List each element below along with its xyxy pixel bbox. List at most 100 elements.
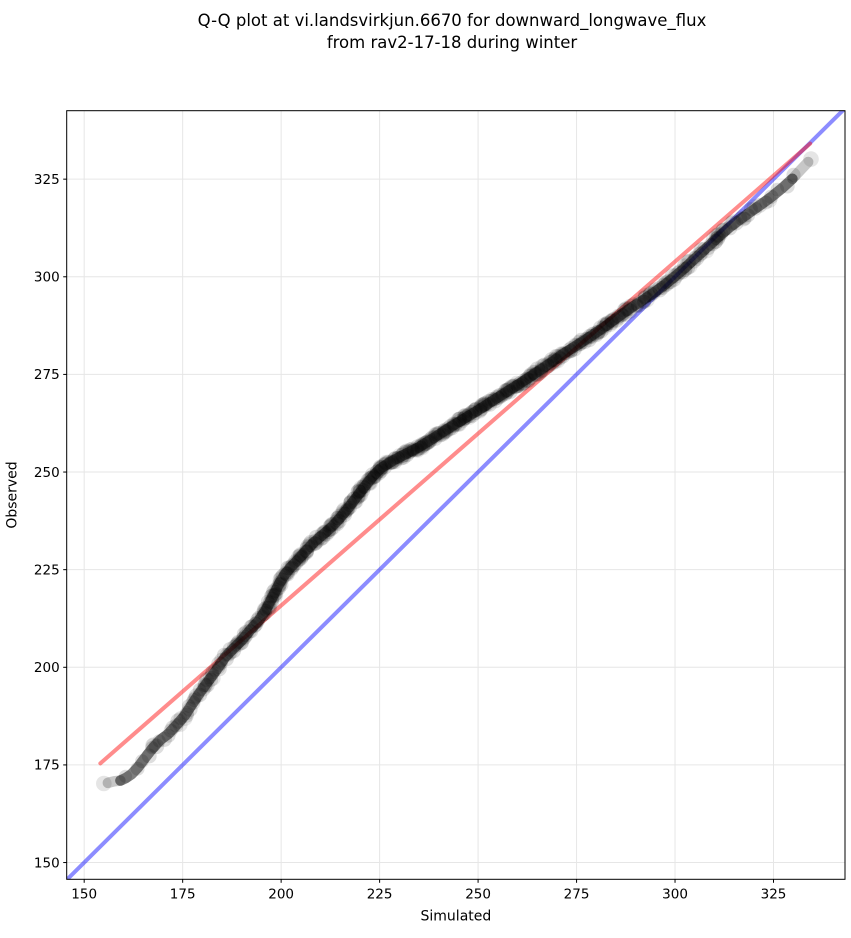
qq-scatter-point xyxy=(464,405,479,419)
qq-scatter-point xyxy=(384,455,399,470)
qq-scatter-point xyxy=(456,412,471,426)
qq-scatter-point xyxy=(235,636,249,650)
qq-scatter-point xyxy=(529,366,545,382)
qq-scatter-point xyxy=(568,338,584,354)
qq-scatter-point xyxy=(266,588,282,604)
qq-scatter-point xyxy=(304,539,319,553)
qq-scatter-band xyxy=(115,173,798,786)
qq-scatter-point xyxy=(362,475,378,491)
qq-scatter-point xyxy=(181,699,196,713)
qq-scatter-point xyxy=(494,390,508,404)
qq-scatter-point xyxy=(539,357,555,373)
qq-scatter-point xyxy=(416,438,431,453)
qq-scatter-point xyxy=(118,769,133,783)
qq-scatter-point xyxy=(616,305,632,320)
qq-scatter-point xyxy=(178,707,194,723)
qq-scatter-point xyxy=(566,341,582,357)
qq-scatter-point xyxy=(346,491,361,506)
y-tick-label: 200 xyxy=(34,660,60,676)
qq-scatter-point xyxy=(512,375,529,392)
qq-scatter-point xyxy=(343,494,359,510)
qq-scatter-point xyxy=(752,198,768,213)
qq-scatter-point xyxy=(582,328,597,344)
qq-scatter-point xyxy=(365,469,381,485)
qq-scatter-point xyxy=(723,215,739,231)
qq-scatter-point xyxy=(221,647,236,662)
qq-scatter-point xyxy=(511,377,525,392)
qq-scatter-point xyxy=(677,261,693,277)
qq-scatter-point xyxy=(214,656,228,670)
qq-scatter-point xyxy=(406,444,420,458)
qq-scatter-point xyxy=(220,647,234,662)
qq-scatter-point xyxy=(647,286,661,301)
qq-scatter-point xyxy=(364,467,380,482)
qq-scatter-point xyxy=(652,283,668,298)
qq-scatter-point xyxy=(165,720,180,735)
qq-scatter-point xyxy=(670,265,687,281)
qq-scatter-point xyxy=(299,544,314,559)
qq-scatter-point xyxy=(173,711,188,725)
qq-scatter-point xyxy=(182,701,198,717)
qq-scatter-point xyxy=(502,380,519,396)
qq-scatter-point xyxy=(360,473,376,489)
qq-scatter-point xyxy=(321,525,336,540)
qq-scatter-point xyxy=(611,310,625,324)
qq-scatter-point xyxy=(369,467,383,481)
qq-scatter-point xyxy=(592,320,609,336)
qq-scatter-point xyxy=(660,274,677,290)
qq-scatter-point xyxy=(562,342,577,357)
qq-scatter-point xyxy=(492,387,508,403)
qq-scatter-point xyxy=(446,419,461,434)
qq-scatter-point xyxy=(378,456,394,471)
qq-scatter-point xyxy=(406,442,421,457)
qq-scatter-point xyxy=(709,231,724,246)
qq-scatter-point xyxy=(367,470,382,485)
qq-scatter-point xyxy=(446,416,461,431)
qq-scatter-point xyxy=(571,334,587,350)
qq-scatter-point xyxy=(330,511,345,526)
qq-scatter-point xyxy=(476,396,492,413)
qq-scatter-point xyxy=(336,502,352,518)
qq-scatter-point xyxy=(281,566,295,580)
qq-scatter-point xyxy=(803,151,819,167)
qq-scatter-point xyxy=(555,346,571,362)
qq-scatter-point xyxy=(273,575,287,589)
qq-scatter-point xyxy=(555,348,571,364)
qq-scatter-point xyxy=(444,420,460,436)
qq-scatter-point xyxy=(401,444,417,459)
qq-scatter-point xyxy=(378,456,393,470)
qq-scatter-point xyxy=(500,382,516,397)
qq-scatter-point xyxy=(622,303,638,319)
qq-scatter-point xyxy=(273,576,288,591)
qq-scatter-point xyxy=(324,522,339,537)
qq-scatter-point xyxy=(146,737,162,753)
qq-scatter-point xyxy=(437,423,452,438)
qq-scatter-point xyxy=(135,754,149,769)
qq-scatter-point xyxy=(547,353,563,369)
qq-scatter-point xyxy=(583,331,597,345)
qq-scatter-point xyxy=(610,308,627,324)
qq-scatter-point xyxy=(359,476,374,491)
qq-scatter-point xyxy=(446,417,462,432)
qq-scatter-point xyxy=(451,416,467,432)
qq-scatter-point xyxy=(508,379,523,394)
qq-scatter-point xyxy=(205,670,221,686)
qq-scatter-point xyxy=(681,253,697,269)
qq-scatter-point xyxy=(273,577,289,593)
qq-scatter-point xyxy=(351,488,367,504)
qq-scatter-point xyxy=(396,449,412,465)
qq-scatter-point xyxy=(417,436,433,452)
qq-scatter-point xyxy=(272,572,288,587)
qq-scatter-point xyxy=(705,231,721,246)
qq-scatter-point xyxy=(172,717,188,733)
qq-scatter-point xyxy=(301,539,316,554)
x-axis-label: Simulated xyxy=(421,909,492,925)
qq-scatter-point xyxy=(484,392,500,407)
qq-scatter-point xyxy=(461,409,477,425)
qq-scatter-point xyxy=(694,245,710,261)
qq-scatter-point xyxy=(468,401,484,417)
qq-scatter-point xyxy=(668,268,684,284)
qq-scatter-point xyxy=(420,434,436,450)
qq-scatter-point xyxy=(482,397,498,412)
y-tick-label: 275 xyxy=(34,367,60,383)
